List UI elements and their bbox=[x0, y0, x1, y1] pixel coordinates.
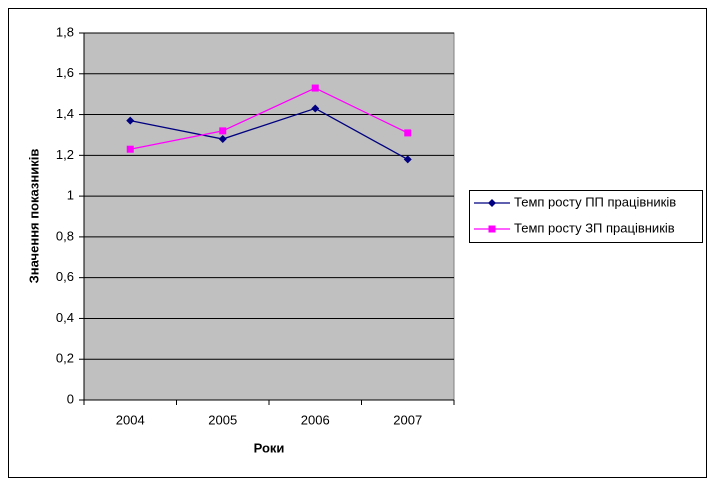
legend-box bbox=[469, 190, 703, 243]
x-tick-label: 2004 bbox=[116, 412, 145, 427]
marker bbox=[311, 104, 320, 113]
marker bbox=[311, 84, 319, 92]
legend: Темп росту ПП працівників Темп росту ЗП п… bbox=[469, 190, 703, 243]
x-tick-label: 2007 bbox=[393, 412, 422, 427]
y-tick-label: 1,2 bbox=[56, 147, 74, 162]
marker bbox=[403, 155, 412, 164]
y-tick-label: 0 bbox=[67, 391, 74, 406]
plot-area bbox=[83, 32, 455, 401]
y-tick-label: 1,4 bbox=[56, 106, 74, 121]
y-tick-label: 0,4 bbox=[56, 310, 74, 325]
marker bbox=[219, 127, 227, 135]
series-line bbox=[130, 107, 409, 160]
marker bbox=[488, 225, 496, 233]
y-tick-label: 1 bbox=[67, 188, 74, 203]
marker bbox=[404, 129, 412, 137]
y-tick-label: 1,8 bbox=[56, 24, 74, 39]
x-tick-label: 2005 bbox=[208, 412, 237, 427]
marker bbox=[126, 145, 134, 153]
legend-label: Темп росту ЗП працівників bbox=[514, 220, 675, 235]
y-tick-label: 1,6 bbox=[56, 65, 74, 80]
x-tick-label: 2006 bbox=[301, 412, 330, 427]
series-line bbox=[130, 87, 409, 150]
legend-label: Темп росту ПП працівників bbox=[514, 194, 676, 209]
marker bbox=[126, 116, 135, 125]
x-axis-label: Роки bbox=[254, 440, 285, 455]
marker bbox=[218, 135, 227, 144]
y-axis-label: Значення показників bbox=[26, 149, 41, 284]
y-tick-label: 0,2 bbox=[56, 351, 74, 366]
y-tick-label: 0,6 bbox=[56, 269, 74, 284]
marker bbox=[488, 199, 496, 207]
y-tick-label: 0,8 bbox=[56, 228, 74, 243]
